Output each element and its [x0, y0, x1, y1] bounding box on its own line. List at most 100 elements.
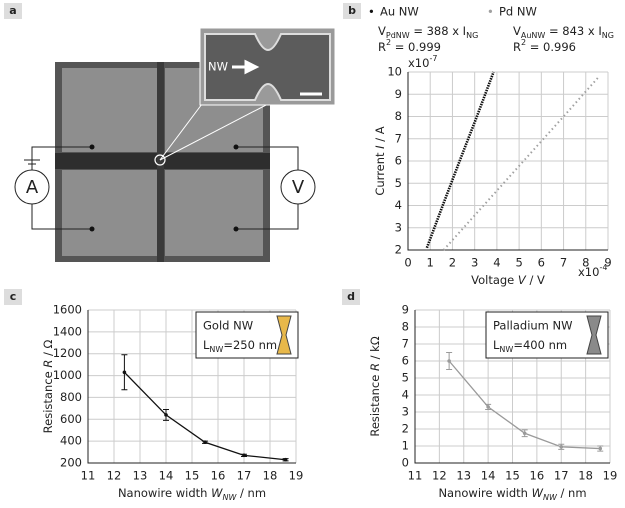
axis	[87, 310, 296, 464]
text-part: W	[211, 486, 223, 500]
text-part: NG	[466, 31, 478, 40]
text-part: V	[518, 273, 527, 287]
data-point	[164, 413, 168, 417]
text-part: / nm	[236, 486, 266, 500]
data-point	[242, 453, 246, 458]
panel-label-box	[4, 289, 22, 305]
data-point	[122, 370, 127, 375]
text-part: L	[493, 338, 500, 352]
contact	[89, 226, 95, 232]
panel-label-box	[343, 3, 361, 19]
legend-icon	[586, 315, 602, 355]
y-tick-label: 6	[395, 154, 402, 168]
y-tick-label: 3	[402, 405, 409, 419]
panel-label: b	[348, 4, 356, 17]
data-point	[486, 405, 490, 409]
text-part: Nanowire width	[438, 486, 531, 500]
y-tick-label: 1000	[53, 368, 82, 382]
y-axis-label: Current I / A	[373, 126, 387, 195]
x-multiplier: x10-4​	[578, 263, 607, 279]
text-part: / V	[526, 273, 545, 287]
x-tick-label: 11	[81, 469, 96, 483]
text-part: NG	[602, 31, 614, 40]
y-tick-label: 2	[402, 422, 409, 436]
r-squared: R2​ = 0.999	[378, 38, 441, 54]
inset-label: NW	[208, 60, 228, 74]
y-tick-label: 200	[60, 456, 82, 470]
text-part: R	[513, 40, 521, 54]
y-axis-label: Resistance R / kΩ	[368, 336, 382, 436]
x-tick-label: 13	[456, 469, 471, 483]
text-part: Current	[373, 149, 387, 196]
text-part: = 388 x I	[410, 24, 466, 38]
y-multiplier: x10-7​	[408, 54, 437, 70]
text-part: NW	[543, 493, 558, 502]
battery	[24, 159, 40, 165]
y-tick-label: 3	[395, 220, 402, 234]
data-point	[522, 431, 527, 436]
pad	[62, 170, 160, 256]
x-tick-label: 14	[159, 469, 174, 483]
y-tick-label: 4	[395, 198, 402, 212]
data-point	[559, 445, 564, 449]
x-tick-label: 15	[185, 469, 200, 483]
y-tick-label: 1	[402, 439, 409, 453]
data-point	[283, 457, 288, 462]
panel-label-box	[4, 3, 22, 19]
text-part: = 0.996	[526, 40, 576, 54]
data-line	[123, 371, 286, 461]
x-tick-label: 12	[107, 469, 122, 483]
text-part: PdNW	[386, 31, 410, 40]
ammeter-label: A	[26, 177, 39, 198]
text-part: Resistance	[368, 371, 382, 437]
y-tick-label: 7	[402, 337, 409, 351]
x-axis-label: Nanowire width WNW​ / nm	[118, 486, 266, 503]
y-tick-label: 1400	[53, 324, 82, 338]
legend-label: Gold NW	[203, 319, 253, 333]
y-tick-label: 7	[395, 131, 402, 145]
y-tick-label: 400	[60, 434, 82, 448]
contact	[89, 144, 95, 150]
y-tick-label: 9	[402, 303, 409, 317]
panel-label-box	[342, 289, 360, 305]
r-squared: R2​ = 0.996	[513, 38, 576, 54]
y-tick-label: 1600	[53, 303, 82, 317]
text-part: x10	[578, 265, 599, 279]
text-part: -4	[599, 263, 607, 272]
text-part: L	[203, 338, 210, 352]
text-part: V	[513, 24, 521, 38]
zoom-line	[159, 103, 203, 161]
contact	[233, 144, 239, 150]
zoom-line	[159, 103, 269, 161]
panel-label: a	[9, 4, 16, 17]
wire	[236, 146, 299, 230]
text-part: =250 nm	[223, 338, 277, 352]
equation: VPdNW​ = 388 x ING​	[378, 24, 478, 41]
y-tick-label: 6	[402, 354, 409, 368]
x-tick-label: 8	[582, 256, 589, 270]
y-tick-label: 8	[402, 320, 409, 334]
axis	[414, 310, 610, 464]
x-tick-label: 16	[211, 469, 226, 483]
wire	[31, 146, 92, 230]
x-tick-label: 17	[237, 469, 252, 483]
zoom-circle	[154, 154, 166, 166]
y-axis-label: Resistance R / Ω	[41, 339, 55, 433]
x-tick-label: 9	[604, 256, 611, 270]
voltmeter-label: V	[292, 177, 305, 198]
x-tick-label: 19	[603, 469, 618, 483]
ammeter	[14, 169, 50, 205]
x-tick-label: 14	[481, 469, 496, 483]
x-tick-label: 0	[404, 256, 411, 270]
legend-bullet: •	[487, 5, 494, 19]
text-part: 2	[386, 38, 391, 47]
y-tick-label: 9	[395, 87, 402, 101]
text-part: = 843 x I	[545, 24, 601, 38]
text-part: 2	[521, 38, 526, 47]
length-label: LNW​=250 nm	[203, 338, 277, 355]
text-part: = 0.999	[391, 40, 441, 54]
x-tick-label: 4	[493, 256, 500, 270]
text-part: R	[41, 360, 55, 368]
text-part: AuNW	[521, 31, 546, 40]
arrow	[232, 59, 260, 75]
